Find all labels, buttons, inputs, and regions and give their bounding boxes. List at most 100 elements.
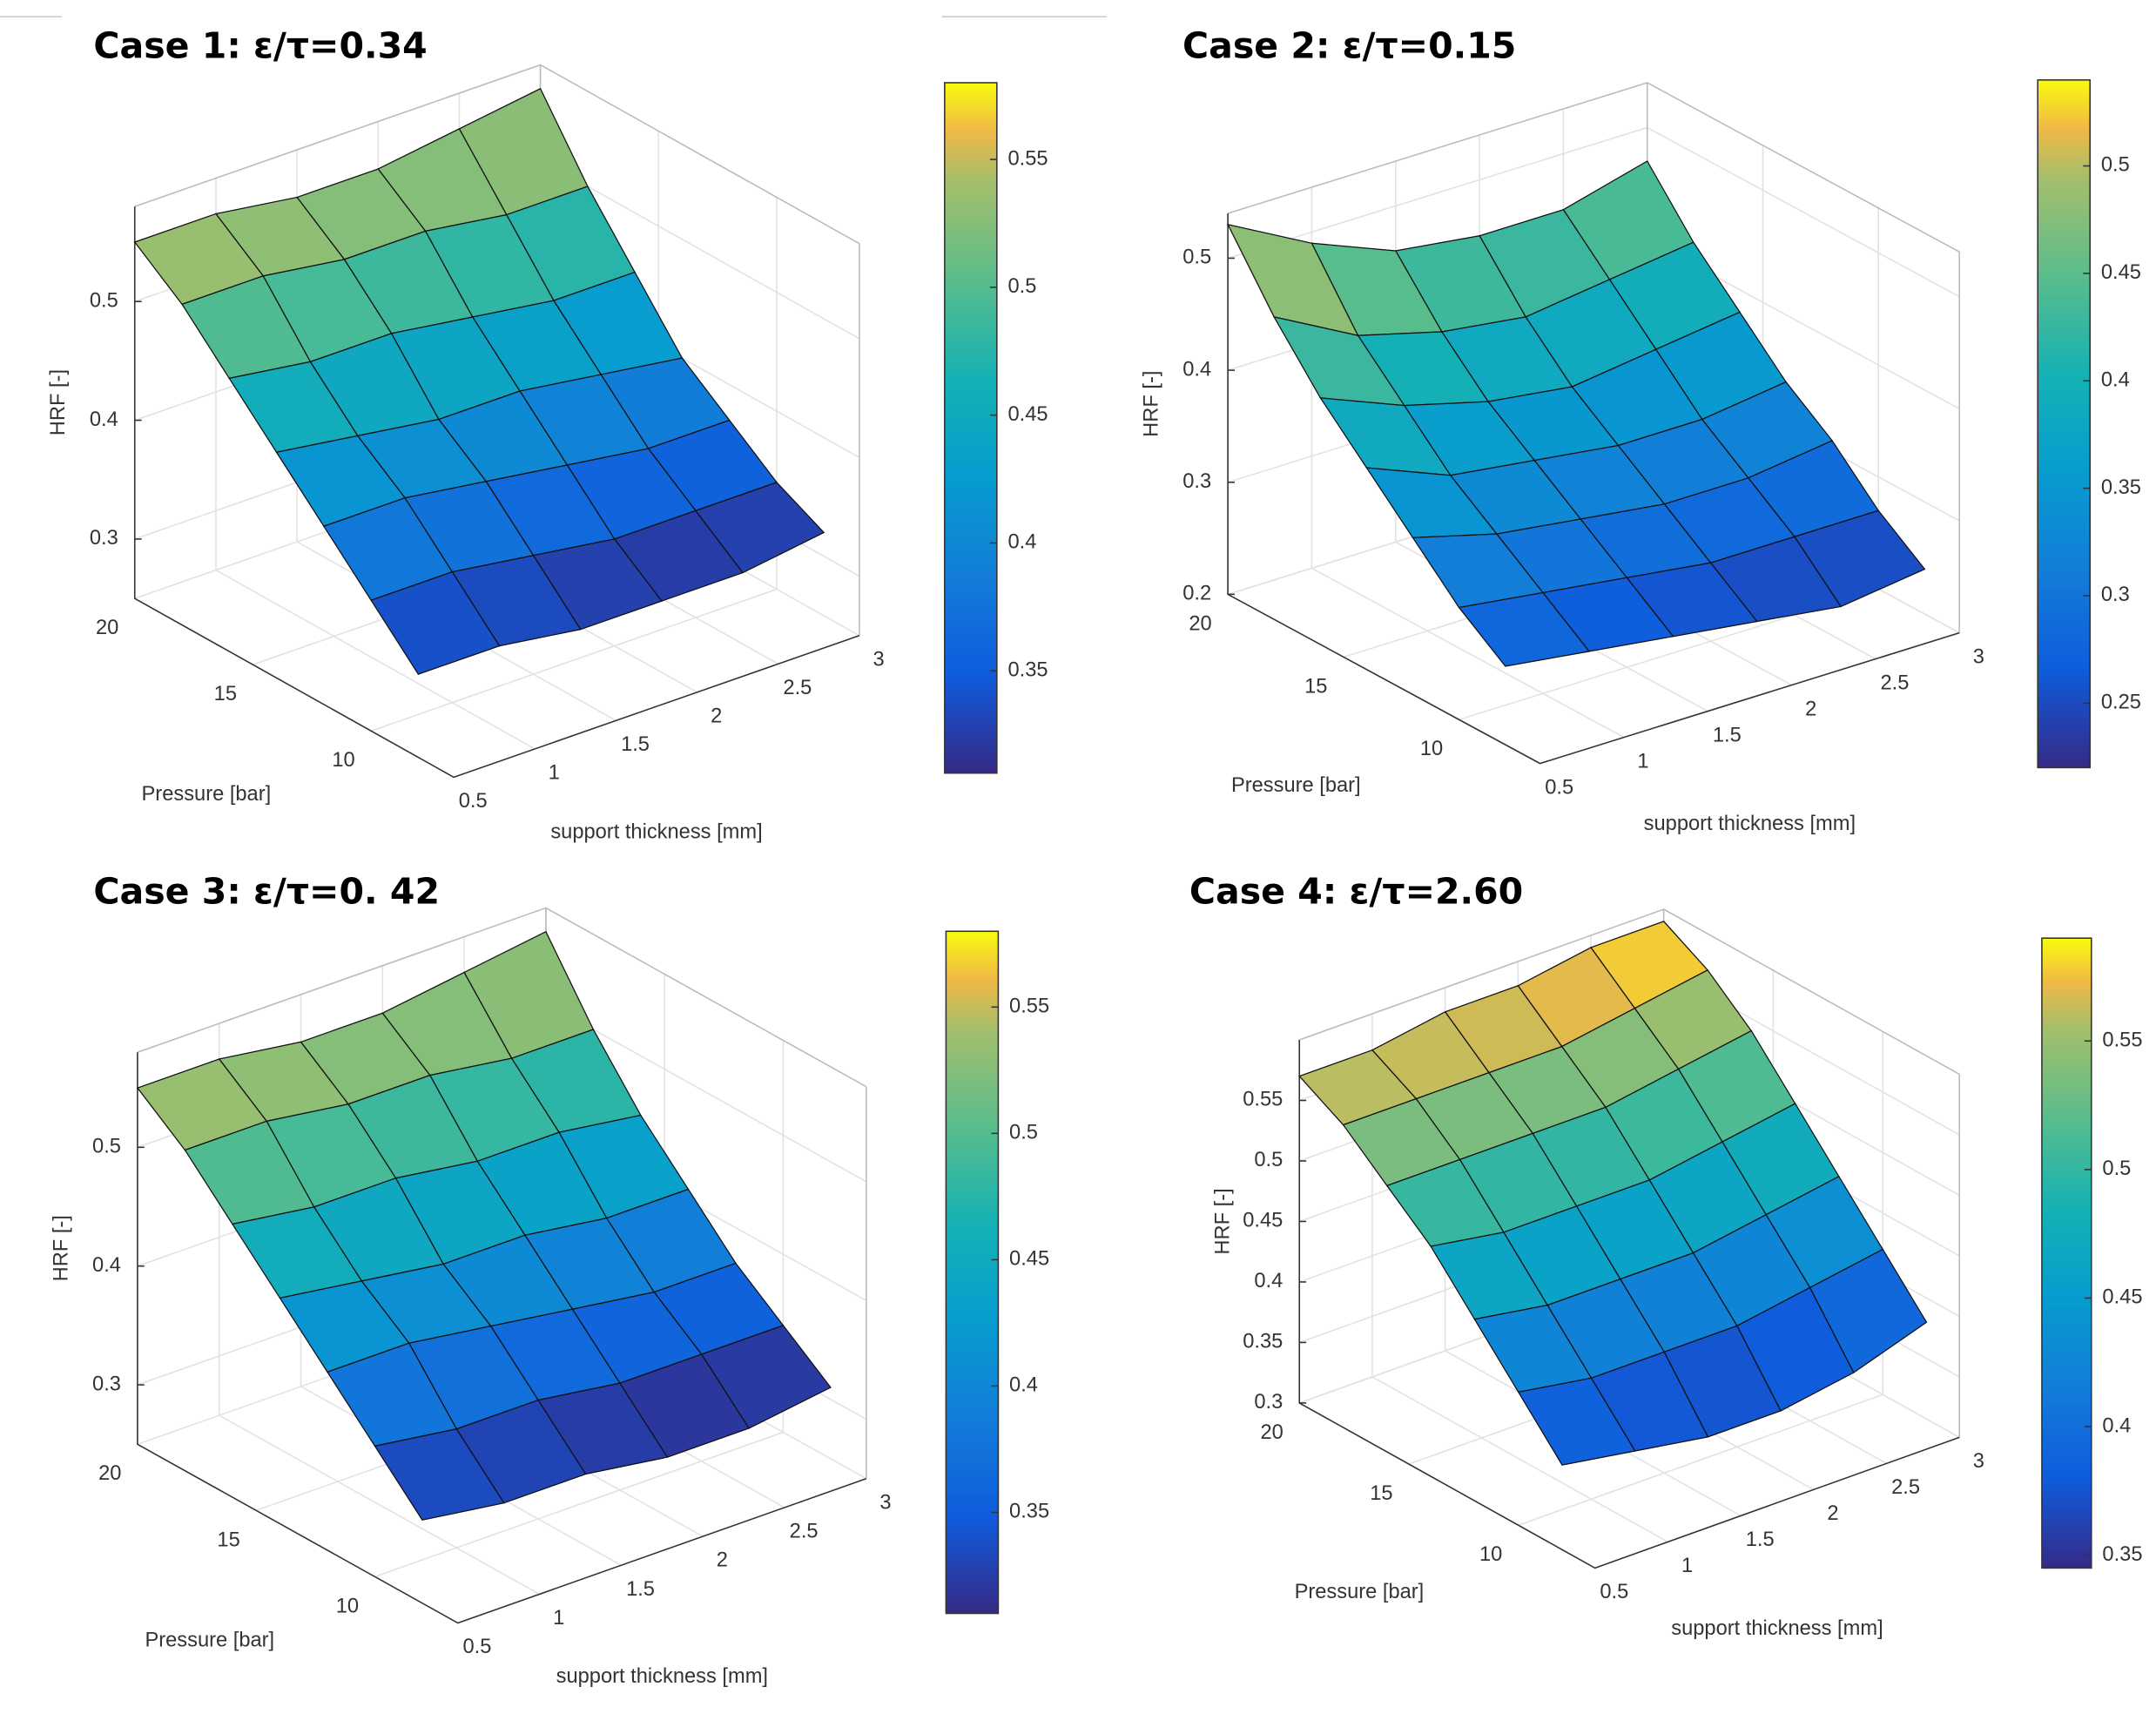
x-tick-label: 2.5 (790, 1521, 819, 1543)
y-axis-label: Pressure [bar] (1231, 774, 1361, 797)
x-tick-label: 0.5 (1600, 1581, 1628, 1603)
grid-line (1518, 1031, 1884, 1527)
axis-line (1227, 213, 1960, 765)
y-tick-label: 20 (1189, 612, 1211, 635)
z-tick-label: 0.55 (1243, 1089, 1283, 1111)
x-tick-label: 1.5 (626, 1578, 655, 1601)
colorbar-tick-label: 0.4 (2101, 368, 2130, 391)
x-tick-label: 1 (1681, 1555, 1693, 1577)
z-axis-label: HRF [-] (47, 369, 70, 435)
z-tick-label: 0.3 (1254, 1391, 1283, 1414)
z-tick-label: 0.4 (1254, 1270, 1283, 1292)
x-axis-label: support thickness [mm] (550, 821, 762, 844)
colorbar-tick-label: 0.45 (2102, 1286, 2142, 1309)
colorbar (944, 82, 998, 774)
colorbar-tick-label: 0.35 (1007, 658, 1048, 681)
y-tick-label: 10 (1479, 1543, 1502, 1566)
colorbar-tick-label: 0.4 (2102, 1414, 2131, 1437)
colorbar-tick-label: 0.25 (2101, 692, 2141, 714)
x-axis-label: support thickness [mm] (1644, 813, 1856, 835)
x-tick-label: 2.5 (783, 677, 812, 699)
x-tick-label: 1 (549, 762, 560, 785)
chart-title: Case 3: ε/τ=0. 42 (93, 871, 440, 913)
chart-title: Case 4: ε/τ=2.60 (1189, 871, 1523, 913)
x-tick-label: 3 (873, 648, 884, 671)
z-tick-label: 0.4 (90, 408, 118, 431)
axis-line (137, 1052, 867, 1624)
colorbar-tick-label: 0.55 (1009, 995, 1049, 1018)
z-tick-label: 0.5 (1182, 246, 1211, 269)
grid-line (370, 197, 778, 732)
x-tick-label: 0.5 (459, 790, 488, 813)
z-axis-label: HRF [-] (1141, 371, 1163, 437)
x-tick-label: 3 (1973, 1450, 1984, 1473)
y-tick-label: 10 (1420, 738, 1443, 760)
z-tick-label: 0.3 (1182, 470, 1211, 493)
y-tick-label: 15 (1370, 1482, 1392, 1505)
chart-title: Case 2: ε/τ=0.15 (1182, 25, 1516, 67)
axis-line (133, 206, 860, 779)
colorbar-tick-label: 0.45 (1007, 403, 1048, 426)
surface-cell (374, 1428, 505, 1521)
y-tick-label: 15 (214, 683, 237, 705)
colorbar (2041, 937, 2092, 1569)
colorbar-tick-label: 0.3 (2101, 584, 2130, 606)
z-axis-label: HRF [-] (1212, 1188, 1235, 1254)
y-axis-label: Pressure [bar] (1295, 1581, 1425, 1603)
surface-cell (1458, 591, 1591, 667)
z-tick-label: 0.4 (92, 1254, 121, 1277)
x-tick-label: 3 (879, 1491, 891, 1514)
x-tick-label: 1.5 (621, 733, 650, 756)
y-tick-label: 15 (1304, 675, 1327, 698)
colorbar-tick-label: 0.45 (2101, 261, 2141, 284)
colorbar-tick-label: 0.45 (1009, 1248, 1049, 1271)
y-tick-label: 20 (98, 1462, 121, 1485)
x-axis-label: support thickness [mm] (1671, 1617, 1883, 1640)
x-tick-label: 2.5 (1881, 671, 1910, 694)
x-tick-label: 1 (553, 1607, 564, 1630)
x-tick-label: 0.5 (462, 1636, 491, 1658)
x-tick-label: 3 (1973, 645, 1984, 668)
x-tick-label: 2 (717, 1549, 728, 1572)
colorbar-tick-label: 0.5 (2101, 154, 2130, 177)
x-tick-label: 1 (1637, 750, 1648, 773)
z-tick-label: 0.45 (1243, 1210, 1283, 1232)
z-axis-label: HRF [-] (50, 1215, 72, 1281)
surface-cell (370, 570, 501, 675)
x-axis-label: support thickness [mm] (556, 1665, 768, 1688)
colorbar-tick-label: 0.35 (2102, 1543, 2142, 1566)
z-tick-label: 0.4 (1182, 358, 1211, 381)
colorbar (945, 930, 1000, 1615)
x-tick-label: 0.5 (1545, 776, 1573, 799)
y-tick-label: 10 (336, 1595, 359, 1617)
colorbar-tick-label: 0.55 (2102, 1029, 2142, 1051)
z-tick-label: 0.3 (92, 1373, 121, 1395)
y-tick-label: 15 (217, 1528, 239, 1551)
z-tick-label: 0.3 (90, 527, 118, 550)
y-tick-label: 20 (96, 617, 118, 639)
x-tick-label: 2 (1827, 1502, 1838, 1525)
z-tick-label: 0.2 (1182, 583, 1211, 605)
y-axis-label: Pressure [bar] (142, 783, 272, 806)
colorbar-tick-label: 0.35 (2101, 476, 2141, 499)
colorbar (2037, 79, 2091, 769)
x-tick-label: 2 (711, 705, 722, 727)
x-tick-label: 2 (1805, 698, 1816, 720)
grid-line (374, 1040, 785, 1578)
colorbar-tick-label: 0.55 (1007, 147, 1048, 170)
y-axis-label: Pressure [bar] (145, 1629, 274, 1651)
x-tick-label: 1.5 (1713, 724, 1742, 746)
colorbar-tick-label: 0.35 (1009, 1501, 1049, 1523)
z-tick-label: 0.35 (1243, 1331, 1283, 1353)
y-tick-label: 10 (332, 749, 354, 772)
colorbar-tick-label: 0.5 (1007, 275, 1036, 298)
x-tick-label: 1.5 (1746, 1528, 1775, 1551)
z-tick-label: 0.5 (1254, 1149, 1283, 1171)
z-tick-label: 0.5 (92, 1136, 121, 1158)
chart-title: Case 1: ε/τ=0.34 (93, 25, 427, 67)
colorbar-tick-label: 0.4 (1009, 1374, 1038, 1397)
colorbar-tick-label: 0.4 (1007, 531, 1036, 554)
